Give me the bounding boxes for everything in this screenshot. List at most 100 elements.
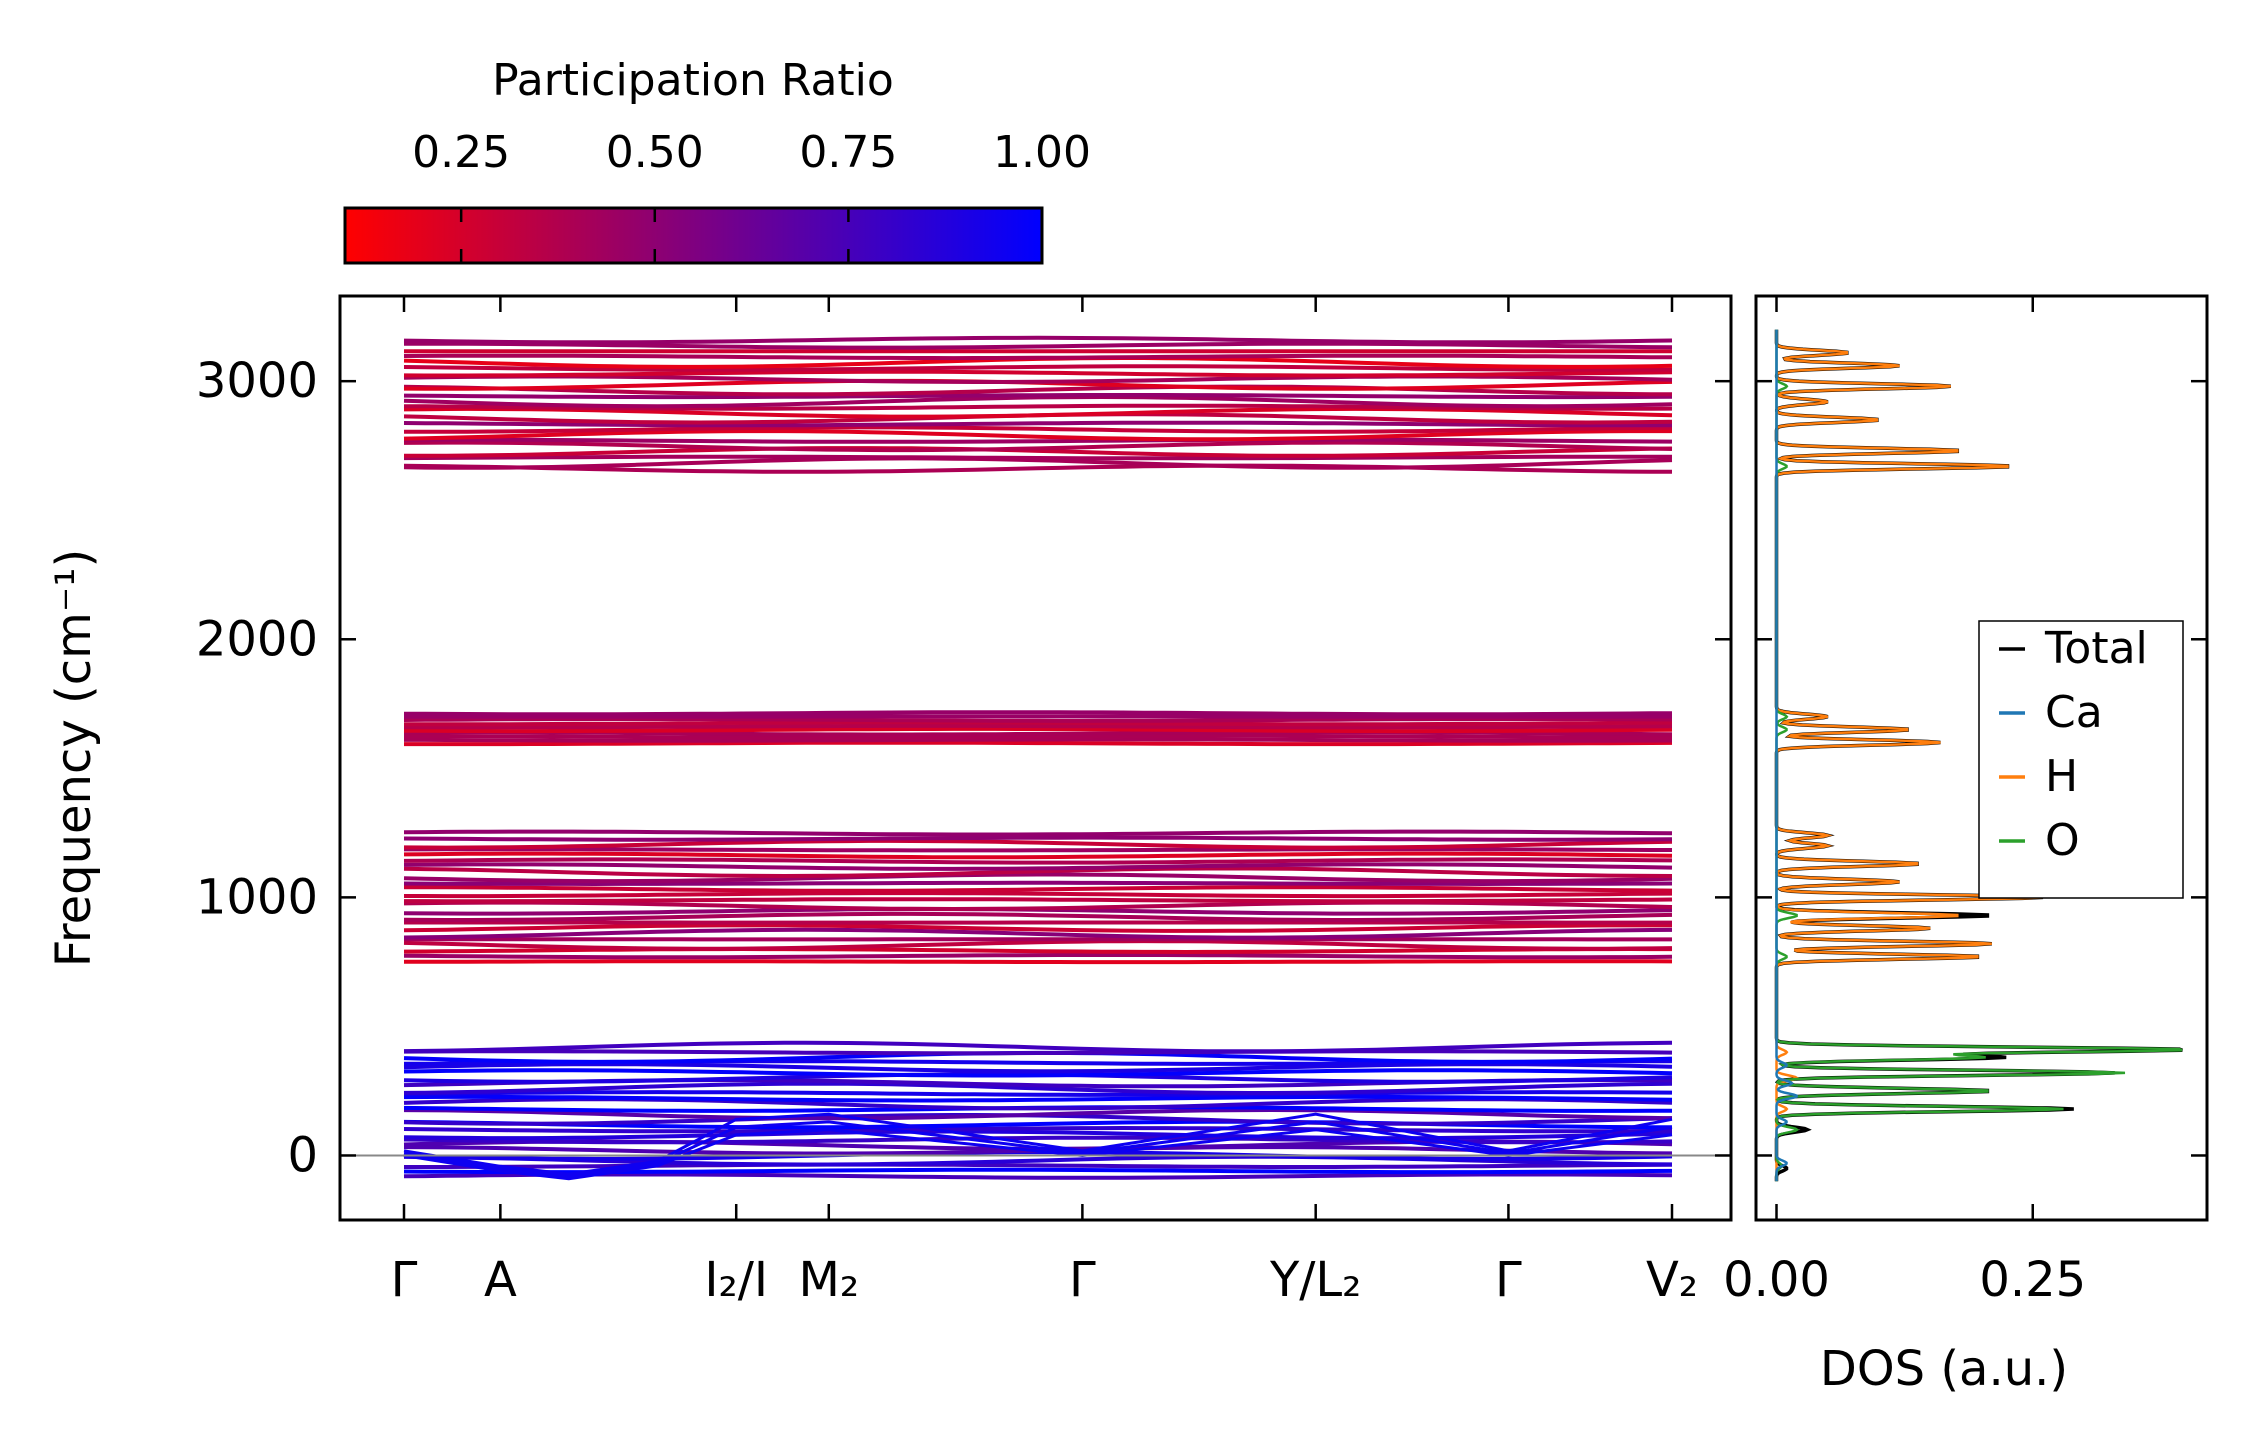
band-line [404, 737, 1673, 743]
band-line [403, 927, 1673, 940]
band-line [403, 880, 1673, 887]
band-line [403, 456, 1673, 470]
band-line [403, 872, 1673, 884]
band-line [403, 939, 1673, 951]
band-line [403, 857, 1673, 865]
band-line [403, 353, 1673, 361]
band-line [403, 862, 1673, 871]
acoustic-mode-line [403, 1112, 1673, 1176]
band-line [403, 1107, 1673, 1121]
band-line [403, 923, 1672, 933]
band-line [403, 911, 1673, 922]
band-line [404, 740, 1673, 747]
y-axis-label: Frequency (cm⁻¹) [46, 549, 102, 967]
colorbar-title: Participation Ratio [492, 55, 894, 106]
k-tick-label: Γ [1069, 1252, 1096, 1308]
dos-lines [1774, 329, 2183, 1182]
band-line [403, 717, 1673, 723]
band-line [403, 454, 1673, 461]
k-tick-label: Γ [391, 1252, 418, 1308]
band-line [403, 866, 1673, 879]
acoustic-mode-line [403, 1120, 1673, 1178]
band-line [403, 403, 1673, 411]
legend-label-h: H [2045, 751, 2078, 802]
band-line [403, 335, 1673, 345]
band-line [404, 885, 1673, 893]
colorbar-tick-label: 0.50 [606, 127, 704, 178]
band-line [403, 710, 1673, 717]
band-line [403, 953, 1673, 960]
band-line [404, 959, 1673, 965]
legend: Total Ca HO [1978, 620, 2184, 899]
colorbar-tick-label: 1.00 [993, 127, 1091, 178]
acoustic-mode-line [403, 1128, 1673, 1181]
legend-items: Total Ca HO [1999, 623, 2148, 866]
colorbar: Participation Ratio 0.25 0.50 0.75 1.00 [343, 55, 1091, 265]
legend-label-total: Total [2044, 623, 2148, 674]
legend-box [1978, 620, 2184, 899]
band-axes-frame [338, 294, 1733, 1222]
band-lines [403, 335, 1673, 1181]
band-line [404, 1162, 1673, 1169]
band-line [403, 393, 1673, 400]
k-tick-label: M₂ [798, 1252, 859, 1308]
band-line [403, 369, 1673, 378]
legend-label-ca: Ca [2045, 687, 2103, 738]
k-path-ticks: Γ A I₂/I M₂ Γ Y/L₂ Γ V₂ [391, 296, 1698, 1308]
band-line [403, 1172, 1673, 1180]
band-line [403, 1094, 1673, 1103]
k-tick-label: Γ [1495, 1252, 1522, 1308]
band-line [403, 838, 1673, 850]
dos-ticks: 0.00 0.25 [1723, 296, 2207, 1308]
band-y-ticks: 0 1000 2000 3000 [196, 353, 1731, 1183]
band-structure-panel: 0 1000 2000 3000 Γ A I₂/I M₂ Γ Y/L₂ Γ V₂ Frequency… [46, 294, 1733, 1308]
k-tick-label: V₂ [1646, 1252, 1698, 1308]
band-line [403, 723, 1673, 730]
band-line [404, 733, 1673, 740]
k-tick-label: I₂/I [704, 1252, 768, 1308]
band-line [403, 1081, 1673, 1095]
band-line [403, 851, 1673, 860]
band-line [404, 425, 1673, 434]
colorbar-gradient [343, 206, 1044, 265]
band-line [403, 440, 1673, 453]
dos-x-tick-label: 0.25 [1979, 1252, 2086, 1308]
colorbar-ticks: 0.25 0.50 0.75 1.00 [412, 127, 1091, 263]
legend-label-o: O [2045, 815, 2080, 866]
k-tick-label: A [484, 1252, 517, 1308]
band-line [403, 1049, 1673, 1056]
y-tick-label: 3000 [196, 353, 318, 409]
dos-x-axis-label: DOS (a.u.) [1820, 1341, 2068, 1397]
band-line [404, 847, 1672, 853]
band-line [403, 1129, 1673, 1141]
dos-x-tick-label: 0.00 [1723, 1252, 1830, 1308]
band-line [403, 829, 1673, 837]
band-line [403, 384, 1673, 397]
band-line [403, 394, 1673, 409]
band-line [404, 446, 1673, 458]
band-line [403, 1068, 1673, 1078]
band-line [403, 835, 1673, 842]
band-line [403, 364, 1673, 372]
band-line [403, 1090, 1673, 1097]
y-tick-label: 1000 [196, 869, 318, 925]
colorbar-tick-label: 0.25 [412, 127, 510, 178]
band-line [403, 463, 1673, 474]
k-tick-label: Y/L₂ [1269, 1252, 1361, 1308]
band-line [403, 429, 1672, 442]
dos-line-ca [1775, 329, 1798, 1182]
band-line [403, 1125, 1673, 1134]
band-line [403, 374, 1673, 384]
band-line [403, 406, 1673, 419]
band-line [403, 726, 1673, 734]
colorbar-tick-label: 0.75 [799, 127, 897, 178]
dos-axes-frame [1754, 294, 2209, 1222]
band-line [404, 891, 1673, 899]
dos-panel: 0.00 0.25 DOS (a.u.) Total Ca HO [1723, 294, 2209, 1397]
y-tick-label: 2000 [196, 611, 318, 667]
band-line [403, 420, 1673, 428]
band-line [404, 897, 1673, 904]
band-line [403, 900, 1673, 912]
band-line [403, 341, 1673, 350]
